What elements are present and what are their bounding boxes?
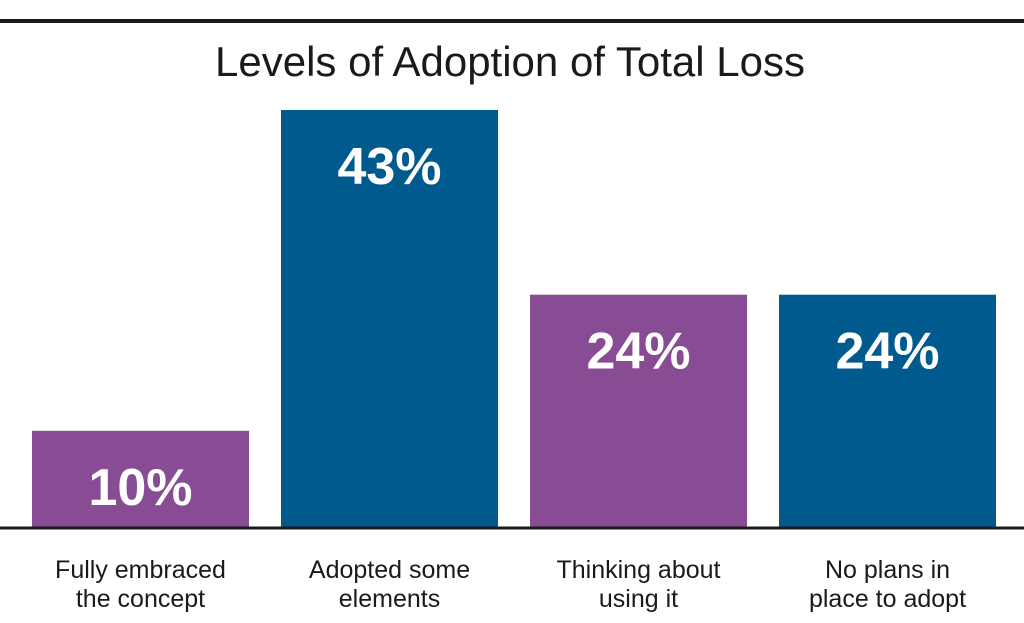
- bar-value-label-2: 43%: [337, 138, 441, 196]
- bar-3: [530, 294, 747, 528]
- category-label-line: Fully embraced: [55, 556, 226, 584]
- chart-title: Levels of Adoption of Total Loss: [215, 38, 805, 85]
- bar-1: [32, 430, 249, 528]
- category-label-line: place to adopt: [809, 585, 966, 613]
- category-label-2: Adopted some elements: [309, 556, 470, 613]
- bar-4: [779, 294, 996, 528]
- category-label-line: the concept: [76, 585, 205, 613]
- category-label-line: elements: [339, 585, 440, 613]
- category-label-line: Thinking about: [556, 556, 720, 584]
- bars-group: 10% 43% 24% 24%: [32, 110, 996, 528]
- category-label-line: Adopted some: [309, 556, 470, 584]
- bar-2: [281, 110, 498, 528]
- category-label-1: Fully embraced the concept: [55, 556, 226, 613]
- category-label-4: No plans in place to adopt: [809, 556, 966, 613]
- category-labels-group: Fully embraced the concept Adopted some ele…: [55, 556, 966, 613]
- category-label-line: using it: [599, 585, 678, 613]
- bar-value-label-1: 10%: [88, 459, 192, 517]
- bar-value-label-4: 24%: [835, 323, 939, 381]
- category-label-3: Thinking about using it: [556, 556, 720, 613]
- category-label-line: No plans in: [825, 556, 950, 584]
- bar-value-label-3: 24%: [586, 323, 690, 381]
